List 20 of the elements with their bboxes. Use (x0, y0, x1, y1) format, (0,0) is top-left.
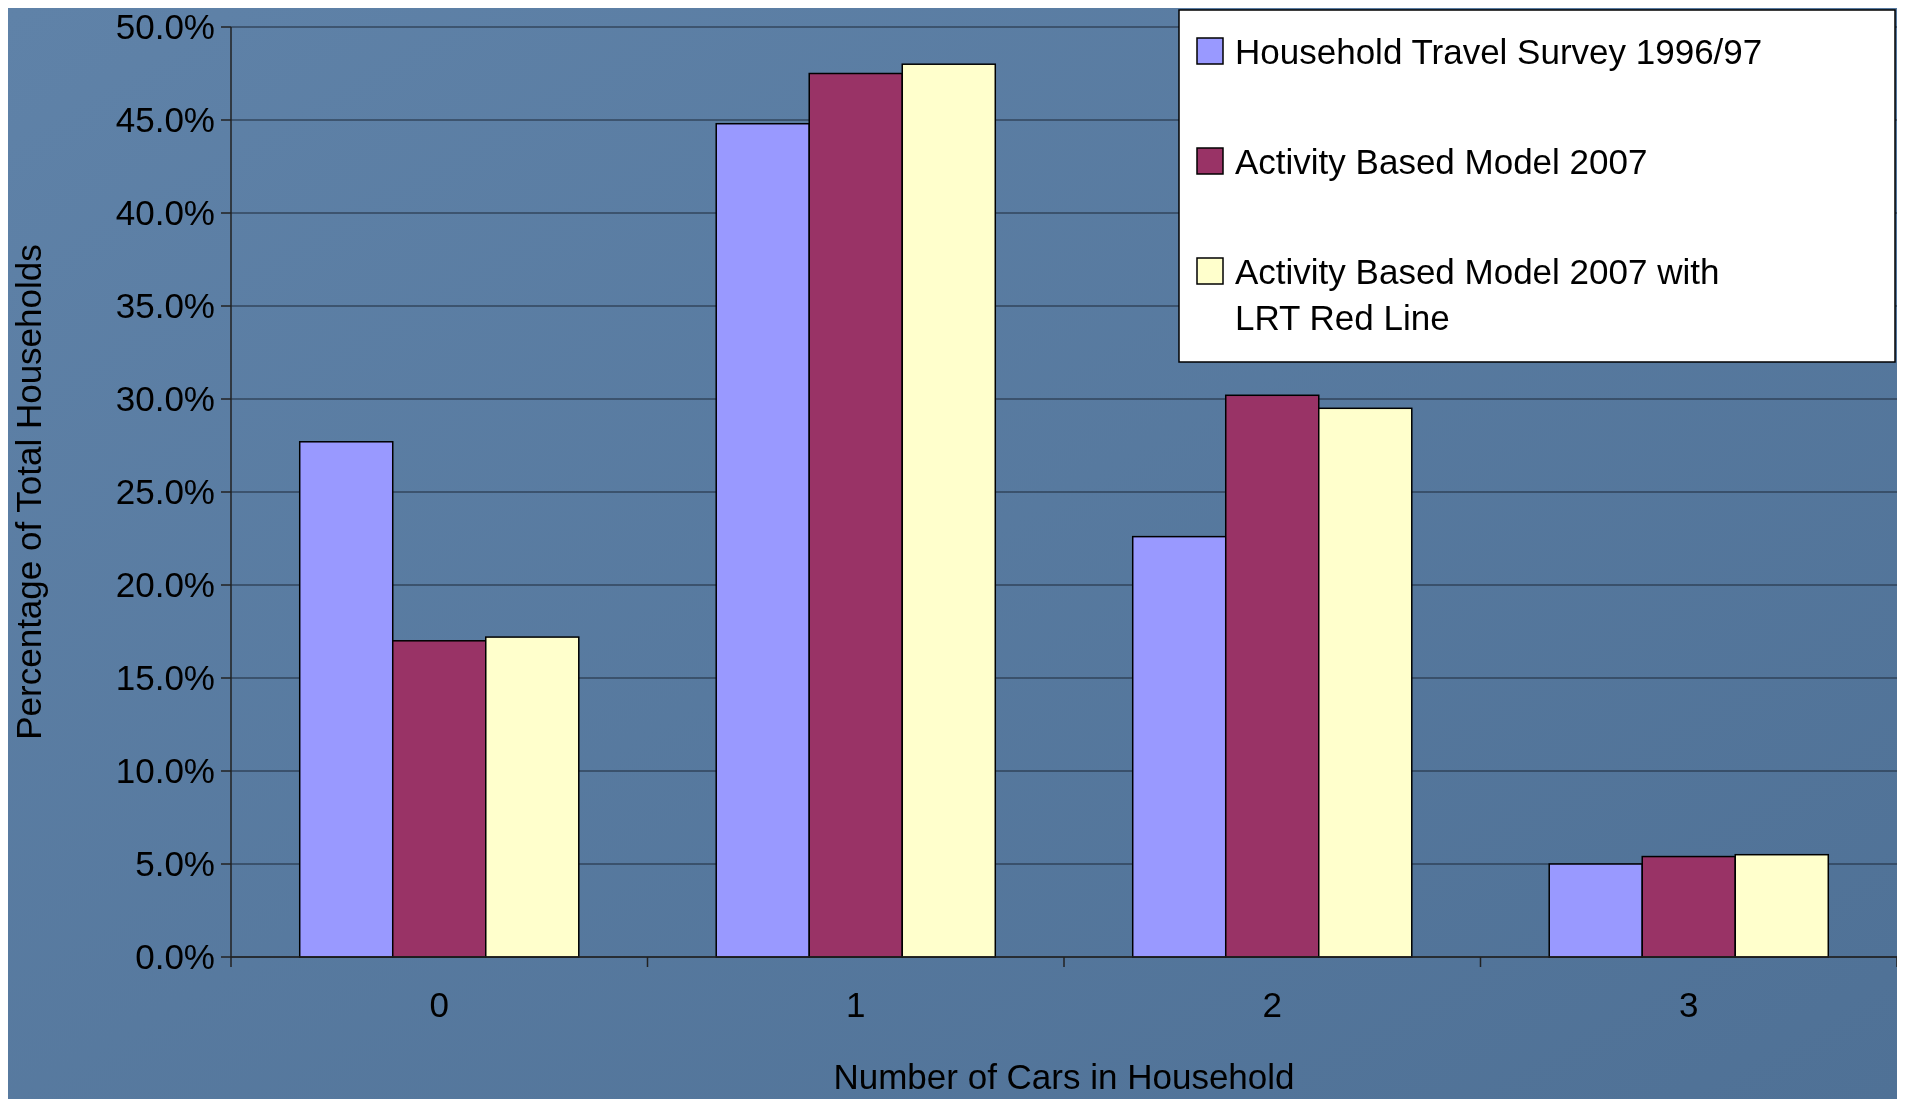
legend-label: Activity Based Model 2007 with LRT Red Line (1235, 252, 1720, 337)
y-tick-label: 40.0% (115, 193, 215, 233)
y-axis-title: Percentage of Total Households (9, 244, 48, 740)
y-tick-label: 30.0% (115, 379, 215, 419)
y-tick-label: 50.0% (115, 7, 215, 47)
x-axis-title: Number of Cars in Household (833, 1057, 1295, 1096)
y-tick-label: 20.0% (115, 565, 215, 605)
x-tick-label: 0 (429, 985, 449, 1024)
legend-label: Household Travel Survey 1996/97 (1235, 32, 1763, 71)
x-tick-label: 1 (846, 985, 866, 1024)
y-tick-label: 25.0% (115, 472, 215, 512)
legend-label: Activity Based Model 2007 (1235, 142, 1648, 181)
y-tick-label: 10.0% (115, 751, 215, 791)
y-tick-label: 35.0% (115, 286, 215, 326)
y-tick-label: 15.0% (115, 658, 215, 698)
x-tick-label: 2 (1262, 985, 1282, 1024)
x-tick-label: 3 (1679, 985, 1699, 1024)
y-tick-label: 45.0% (115, 100, 215, 140)
y-tick-label: 5.0% (135, 844, 215, 884)
y-tick-label: 0.0% (135, 937, 215, 977)
